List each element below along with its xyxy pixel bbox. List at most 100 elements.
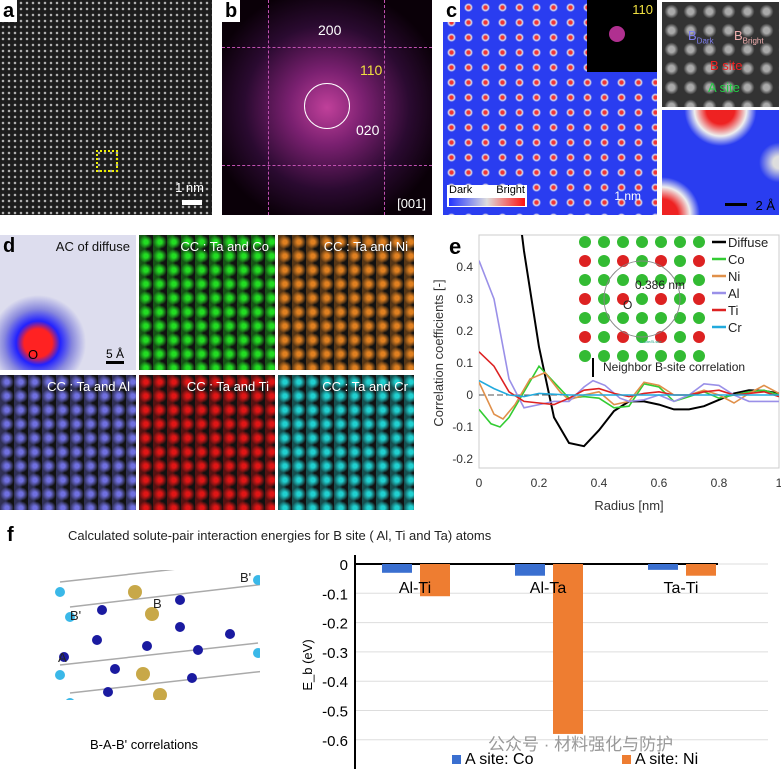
y-tick-label: -0.1 xyxy=(322,586,348,603)
panel-label-c: c xyxy=(443,0,461,22)
inset-atom xyxy=(693,255,705,267)
panel-f-bar-chart: 0 -0.1 -0.2 -0.3 -0.4 -0.5 -0.6 E_b (eV) Al-Ti Al… xyxy=(300,555,768,769)
panel-label-d: d xyxy=(3,235,16,257)
x-tick-label: 0.8 xyxy=(711,476,728,490)
x-tick-label: 0.4 xyxy=(591,476,608,490)
category-label: Al-Ti xyxy=(399,580,431,597)
correlation-tile: CC : Ta and Ti xyxy=(139,375,275,510)
inset-atom xyxy=(617,255,629,267)
legend-swatch xyxy=(622,755,631,764)
atom-blue xyxy=(225,629,235,639)
tile-title: CC : Ta and Co xyxy=(180,239,269,254)
bar-Al-Ti-0 xyxy=(382,564,412,573)
y-axis-label: Correlation coefficients [-] xyxy=(431,279,446,426)
series-line-ti xyxy=(479,351,779,406)
watermark: 公众号 · 材料强化与防护 xyxy=(488,735,674,754)
x-tick-label: 0.2 xyxy=(531,476,548,490)
atom-gold xyxy=(145,607,159,621)
scale-bar xyxy=(182,200,202,205)
atom-gold xyxy=(136,667,150,681)
inset-atom xyxy=(598,331,610,343)
correlation-tile: CC : Ta and Al xyxy=(0,375,136,510)
atom-cyan xyxy=(55,670,65,680)
bar-Al-Ti-1 xyxy=(420,564,450,597)
legend-label: Ni xyxy=(728,269,740,284)
atom-blue xyxy=(187,673,197,683)
reflection-200: 200 xyxy=(318,22,342,38)
atom-blue xyxy=(193,645,203,655)
tile-title: CC : Ta and Cr xyxy=(322,379,408,394)
scale-bar-label: 1 nm xyxy=(175,180,204,195)
inset-atom xyxy=(617,312,629,324)
inset-atom xyxy=(598,255,610,267)
y-tick-label: 0 xyxy=(466,388,473,402)
plot-area xyxy=(478,234,780,469)
y-tick-label: 0.4 xyxy=(456,260,473,274)
tile-title: CC : Ta and Ti xyxy=(186,379,269,394)
atom-cyan xyxy=(253,575,260,585)
x-tick-label: 0 xyxy=(476,476,483,490)
inset-atom xyxy=(579,255,591,267)
panel-a-stem-image: a 1 nm xyxy=(0,0,212,215)
atom-blue xyxy=(59,652,69,662)
inset-atom xyxy=(636,312,648,324)
inset-atom xyxy=(693,293,705,305)
y-axis-label: E_b (eV) xyxy=(300,639,315,690)
structure-label: B' xyxy=(240,570,251,585)
legend-label: Al xyxy=(728,286,740,301)
inset-atom xyxy=(617,274,629,286)
atom-blue xyxy=(142,641,152,651)
colorbar-low: Dark xyxy=(449,184,473,196)
inset-atom xyxy=(617,293,629,305)
inset-atom xyxy=(693,274,705,286)
reflection-circle xyxy=(304,83,350,129)
y-tick-label: 0.2 xyxy=(456,324,473,338)
atom-cyan xyxy=(65,612,75,622)
inset-atom xyxy=(617,236,629,248)
inset-atom xyxy=(636,236,648,248)
inset-atom xyxy=(598,274,610,286)
colorbar-high: Bright xyxy=(496,184,525,196)
structure-label: A xyxy=(58,650,67,665)
a-site-label: A site xyxy=(708,80,740,95)
scale-bar-label: 1 nm xyxy=(614,189,641,203)
legend-label: A site: Ni xyxy=(635,751,698,768)
inset-atom xyxy=(598,312,610,324)
inset-atom xyxy=(693,312,705,324)
inset-atom xyxy=(579,312,591,324)
inset-circle xyxy=(603,260,681,338)
scale-bar-label: 2 Å xyxy=(755,198,775,213)
reflection-020: 020 xyxy=(356,122,380,138)
panel-c-site-zoom: BDark BBright B site A site xyxy=(662,2,779,107)
correlation-tile: CC : Ta and Cr xyxy=(278,375,414,510)
inset-atom xyxy=(598,350,610,362)
panel-c-autocorr-zoom: 2 Å xyxy=(662,110,779,215)
inset-atom xyxy=(636,274,648,286)
atom-cyan xyxy=(55,587,65,597)
inset-atom xyxy=(674,236,686,248)
legend-label: Diffuse xyxy=(728,235,768,250)
b-dark-label: BDark xyxy=(688,28,714,46)
bar-Ta-Ti-1 xyxy=(686,564,716,576)
b-site-label: B site xyxy=(710,58,743,73)
tile-title: AC of diffuse xyxy=(55,239,130,254)
legend-label: Co xyxy=(728,252,745,267)
inset-origin: O xyxy=(623,298,632,312)
inset-distance: 0.386 nm xyxy=(635,278,685,292)
region-box xyxy=(96,150,118,172)
category-label: Ta-Ti xyxy=(664,580,699,597)
inset-atom xyxy=(579,274,591,286)
bar-Al-Ta-0 xyxy=(515,564,545,576)
inset-atom xyxy=(598,236,610,248)
series-line-ni xyxy=(479,371,779,421)
panel-e-line-chart: -0.2 -0.1 0 0.1 0.2 0.3 0.4 0 0.2 0.4 0.6 0.8 1 Radiu… xyxy=(431,234,781,513)
inset-atom xyxy=(579,293,591,305)
inset-atom xyxy=(579,350,591,362)
inset-reflection: 110 xyxy=(632,2,653,17)
category-label: Al-Ta xyxy=(530,580,567,597)
series-line-al xyxy=(479,260,779,409)
correlation-tile: AC of diffuse d O 5 Å xyxy=(0,235,136,370)
inset-atom xyxy=(636,293,648,305)
atom-blue xyxy=(92,635,102,645)
x-axis-label: Radius [nm] xyxy=(594,498,663,513)
